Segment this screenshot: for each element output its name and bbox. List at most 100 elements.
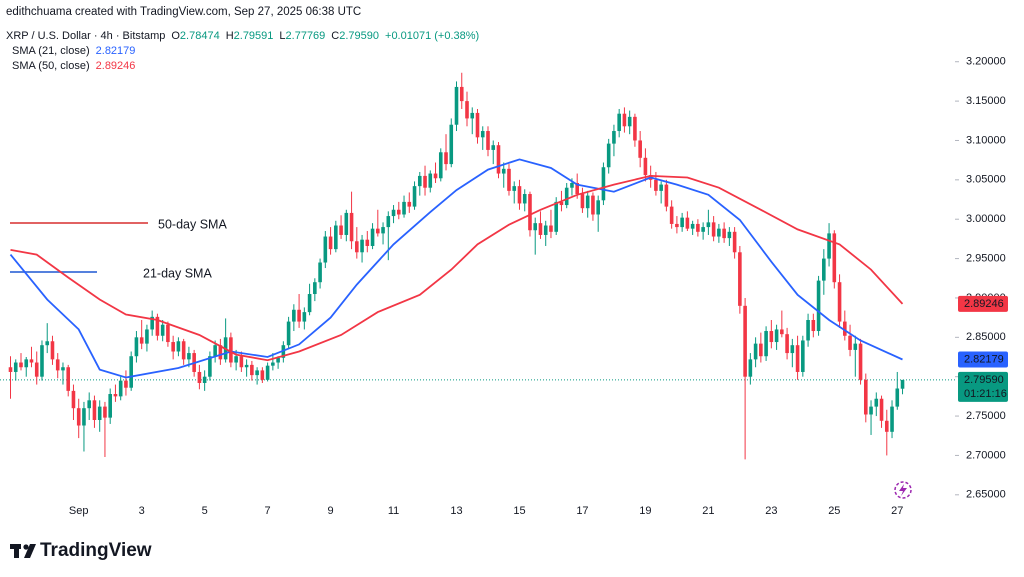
- candle-body: [727, 231, 732, 239]
- candle-body: [150, 316, 154, 330]
- candle-body: [879, 398, 884, 421]
- indicator-legend: SMA (21, close) 2.82179: [12, 45, 135, 57]
- replay-icon: [894, 481, 912, 499]
- x-tick-label: 25: [828, 505, 840, 517]
- candle-body: [376, 228, 380, 234]
- candle-body: [543, 225, 548, 235]
- candle-body: [271, 362, 275, 366]
- icon-bolt: [899, 484, 907, 496]
- x-tick-label: 11: [388, 505, 399, 517]
- candle-body: [87, 400, 92, 409]
- candle-body: [549, 225, 553, 232]
- candle-body: [769, 331, 774, 343]
- candle-body: [292, 309, 296, 322]
- candle-body: [323, 236, 328, 263]
- candle-body: [465, 101, 469, 119]
- candle-body: [118, 380, 123, 397]
- x-tick-label: 17: [576, 505, 588, 517]
- candle-body: [753, 343, 758, 360]
- y-tick-label: 3.15000: [966, 95, 1006, 107]
- candle-body: [134, 337, 139, 357]
- x-tick-label: 5: [202, 505, 208, 517]
- y-tick-label: 2.95000: [966, 252, 1006, 264]
- candle-body: [795, 345, 800, 372]
- candle-body: [790, 345, 795, 354]
- candle-body: [491, 145, 496, 150]
- candle-body: [197, 371, 202, 383]
- candle-body: [370, 228, 375, 246]
- candle-body: [816, 280, 821, 332]
- candle-body: [61, 367, 65, 371]
- candle-body: [402, 201, 406, 215]
- candle-body: [55, 359, 60, 371]
- candle-body: [606, 143, 611, 168]
- y-tick-label: 2.85000: [966, 331, 1006, 343]
- candle-body: [701, 227, 705, 232]
- candle-body: [160, 324, 165, 336]
- ohlc-value: 2.79591: [234, 30, 274, 42]
- candle-body: [318, 262, 322, 283]
- candle-body: [250, 364, 254, 376]
- ohlc-value: 2.79590: [339, 30, 379, 42]
- candle-body: [633, 116, 637, 141]
- candle-body: [827, 233, 831, 259]
- candle-body: [601, 167, 606, 201]
- candle-body: [349, 212, 354, 242]
- candle-body: [76, 408, 81, 426]
- candle-body: [717, 228, 721, 237]
- candle-body: [832, 233, 837, 283]
- candle-body: [234, 356, 238, 363]
- candle-body: [884, 420, 889, 432]
- candle-body: [675, 223, 679, 228]
- candle-body: [365, 239, 370, 246]
- x-tick-label: 9: [328, 505, 334, 517]
- candle-body: [696, 223, 700, 232]
- candle-body: [538, 223, 543, 235]
- candle-body: [459, 86, 464, 102]
- icon-ring: [894, 481, 912, 499]
- candle-body: [743, 305, 747, 377]
- candle-body: [801, 340, 805, 372]
- candle-body: [612, 131, 616, 144]
- candle-body: [570, 182, 574, 188]
- sma-line: [9, 158, 903, 379]
- candle-body: [895, 388, 900, 407]
- candle-body: [360, 239, 364, 253]
- sma-line: [10, 174, 904, 362]
- y-tick-label: 3.00000: [966, 213, 1006, 225]
- candle-body: [591, 195, 595, 215]
- candle-body: [449, 124, 454, 165]
- candle-body: [328, 236, 333, 250]
- indicator-value: 2.82179: [96, 45, 136, 57]
- candle-body: [297, 309, 301, 322]
- candle-body: [664, 184, 669, 207]
- candle-body: [522, 194, 527, 204]
- candle-body: [239, 356, 244, 368]
- candle-body: [622, 113, 627, 127]
- x-tick-label: 27: [891, 505, 903, 517]
- candle-body: [507, 168, 511, 191]
- candle-body: [438, 152, 443, 179]
- candle-body: [412, 186, 417, 207]
- candle-body: [381, 227, 385, 234]
- ohlc-key: O: [171, 30, 180, 42]
- candle-body: [654, 179, 658, 191]
- candle-body: [822, 258, 826, 281]
- symbol-line: XRP / U.S. Dollar · 4h · Bitstamp O2.7847…: [6, 30, 479, 42]
- indicator-value: 2.89246: [96, 60, 136, 72]
- candle-body: [155, 316, 160, 336]
- candle-body: [396, 209, 401, 215]
- candle-body: [643, 157, 648, 176]
- candle-body: [853, 343, 858, 350]
- candle-body: [229, 337, 233, 363]
- y-tick-label: 2.75000: [966, 410, 1006, 422]
- candle-body: [171, 342, 175, 352]
- symbol: XRP / U.S. Dollar · 4h · Bitstamp: [6, 30, 165, 42]
- logo-shape: [24, 544, 36, 558]
- candle-body: [13, 362, 18, 372]
- annotation: 21-day SMA: [143, 266, 212, 280]
- candle-body: [596, 200, 600, 215]
- candle-body: [585, 195, 590, 209]
- candle-body: [176, 341, 181, 352]
- candle-body: [302, 312, 307, 322]
